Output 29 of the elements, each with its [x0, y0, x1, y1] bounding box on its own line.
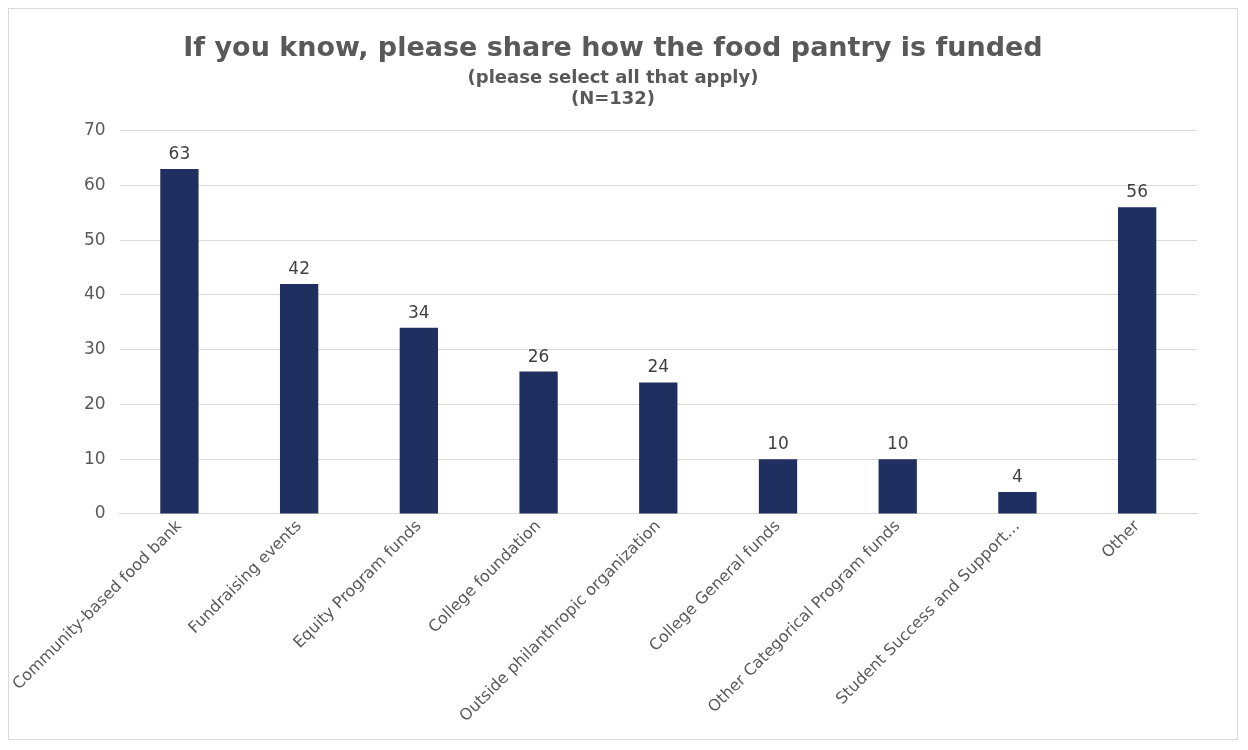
chart-subtitle: (please select all that apply) [467, 65, 759, 87]
bar [399, 327, 439, 514]
bar [160, 168, 199, 514]
bar [519, 371, 558, 514]
data-label: 4 [1012, 465, 1023, 486]
bar [1117, 207, 1157, 514]
text: (N=132) [570, 87, 656, 109]
y-tick-label: 50 [83, 228, 106, 249]
data-label: 10 [767, 433, 789, 454]
y-tick-label: 10 [83, 447, 106, 468]
data-label: 10 [886, 433, 909, 454]
y-tick-label: 0 [94, 502, 106, 523]
data-label: 24 [647, 356, 670, 377]
data-label: 34 [408, 301, 430, 322]
data-label: 26 [527, 345, 550, 366]
data-label: 42 [288, 257, 310, 278]
chart-title: If you know, please share how the food pantry is funded [183, 31, 1043, 63]
data-label: 63 [168, 142, 191, 163]
y-tick-label: 30 [83, 338, 106, 359]
bar [998, 492, 1037, 514]
bar [639, 382, 678, 514]
bar [758, 459, 798, 514]
y-tick-label: 40 [83, 283, 106, 304]
y-tick-label: 70 [83, 119, 106, 140]
data-label: 56 [1126, 181, 1148, 202]
y-tick-label: 20 [83, 392, 106, 413]
bar [878, 459, 917, 514]
bar [279, 283, 319, 514]
y-tick-label: 60 [83, 173, 106, 194]
